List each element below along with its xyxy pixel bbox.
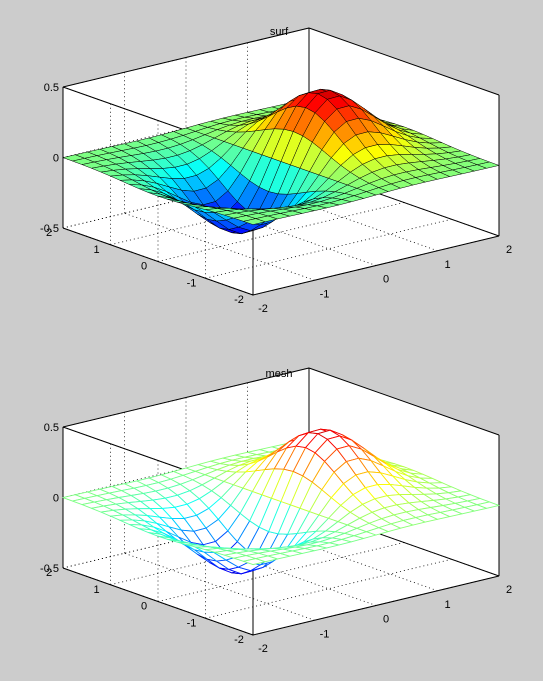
axes-frame-edge [252,235,500,296]
z-tick-label: -0.5 [40,563,59,575]
plot-title: surf [270,26,289,38]
axes-frame-edge [62,567,254,636]
axes-frame-edge [62,27,310,88]
grid-line-x-floor [247,523,438,592]
x-tick-label: -1 [320,628,330,640]
axes-frame-edge [62,367,310,428]
mesh-cell [476,501,500,509]
mesh-wireframe [62,428,500,575]
y-tick-label: -1 [187,617,197,629]
grid-line-x-floor [124,552,315,621]
y-tick-label: 2 [46,227,52,239]
x-tick-label: 1 [444,259,450,271]
grid-line-x-floor [185,198,377,266]
y-tick-label: -1 [187,277,197,289]
z-tick-label: 0 [53,493,59,505]
y-tick-label: -2 [234,294,244,306]
axes-frame-edge [308,27,500,96]
x-tick-label: 0 [383,614,389,626]
grid-line-x-floor [247,183,438,252]
z-tick-label: 0 [53,153,59,165]
y-tick-label: 0 [141,261,147,273]
z-tick-label: 0.5 [44,82,59,94]
surface-patch [476,161,500,169]
surface-patches [62,88,500,235]
axes-frame-edge [252,575,500,636]
y-tick-label: 1 [93,584,99,596]
y-tick-label: -2 [234,634,244,646]
x-tick-label: -1 [320,288,330,300]
x-tick-label: 2 [506,244,512,256]
x-tick-label: 2 [506,584,512,596]
axes-frame-edge [308,367,500,436]
y-tick-label: 2 [46,567,52,579]
x-tick-label: 0 [383,274,389,286]
axes-frame-edge [62,227,254,296]
y-tick-label: 1 [93,244,99,256]
y-tick-label: 0 [141,601,147,613]
plot-title: mesh [266,368,293,380]
z-tick-label: -0.5 [40,223,59,235]
x-tick-label: -2 [258,303,268,315]
grid-line-x-floor [185,538,377,606]
grid-line-x-floor [124,212,315,281]
x-tick-label: 1 [444,599,450,611]
z-tick-label: 0.5 [44,422,59,434]
x-tick-label: -2 [258,643,268,655]
